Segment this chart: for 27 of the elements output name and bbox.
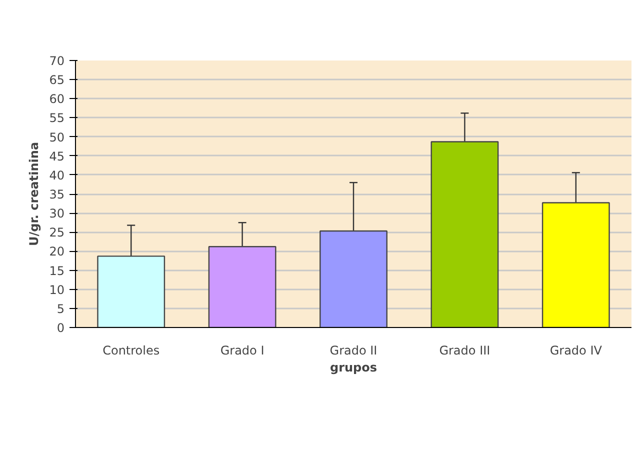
y-tick-label: 35 bbox=[49, 188, 65, 202]
x-axis-title: grupos bbox=[330, 360, 378, 374]
y-tick-label: 20 bbox=[49, 244, 65, 259]
y-tick-label: 65 bbox=[49, 73, 65, 88]
bar bbox=[97, 256, 166, 328]
y-tick-label: 50 bbox=[49, 130, 65, 144]
bar bbox=[320, 230, 388, 328]
y-tick-label: 30 bbox=[49, 206, 65, 221]
x-tick-label: Grado II bbox=[330, 344, 378, 358]
y-tick-label: 0 bbox=[56, 321, 65, 335]
y-tick-label: 15 bbox=[49, 264, 65, 278]
y-axis-title: U/gr. creatinina bbox=[27, 142, 42, 246]
x-tick-label: Grado III bbox=[439, 344, 490, 358]
y-tick-label: 60 bbox=[49, 92, 65, 106]
bar bbox=[208, 246, 276, 328]
y-tick-label: 55 bbox=[49, 111, 65, 126]
bar bbox=[542, 202, 610, 328]
y-tick-label: 70 bbox=[49, 54, 65, 68]
x-tick-label: Controles bbox=[102, 344, 160, 358]
y-tick-label: 25 bbox=[49, 226, 65, 240]
y-tick-label: 10 bbox=[49, 282, 65, 297]
y-tick-label: 5 bbox=[56, 302, 65, 316]
x-tick-label: Grado I bbox=[220, 344, 264, 358]
y-tick-label: 40 bbox=[49, 168, 65, 182]
bar bbox=[430, 141, 499, 328]
y-tick-label: 45 bbox=[49, 149, 65, 164]
x-tick-label: Grado IV bbox=[550, 344, 603, 358]
